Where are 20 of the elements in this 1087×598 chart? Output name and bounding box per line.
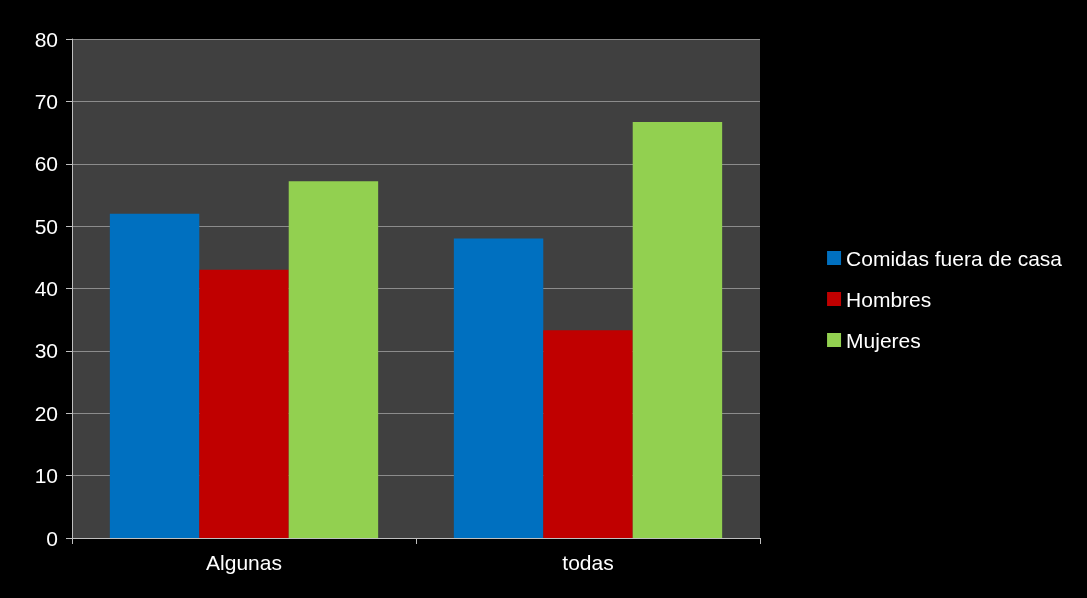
y-tick-label: 60 — [34, 152, 58, 176]
x-tick-label: todas — [562, 551, 614, 574]
y-tick-label: 30 — [34, 339, 58, 363]
bar — [632, 121, 723, 538]
y-tick-label: 50 — [34, 214, 58, 238]
x-tick-label: Algunas — [206, 551, 282, 574]
y-tick-label: 40 — [34, 277, 58, 300]
legend-label: Hombres — [846, 287, 932, 311]
y-tick-label: 80 — [34, 27, 58, 51]
y-tick-label: 70 — [34, 89, 58, 113]
bar — [199, 269, 289, 538]
bar — [288, 181, 379, 538]
legend-label: Comidas fuera de casa — [846, 246, 1063, 270]
y-tick-label: 0 — [46, 526, 58, 550]
legend-label: Mujeres — [846, 328, 921, 352]
y-tick-label: 10 — [34, 464, 58, 488]
bar — [453, 238, 544, 538]
bar — [543, 330, 633, 538]
bar — [109, 213, 200, 538]
y-tick-label: 20 — [34, 401, 58, 425]
